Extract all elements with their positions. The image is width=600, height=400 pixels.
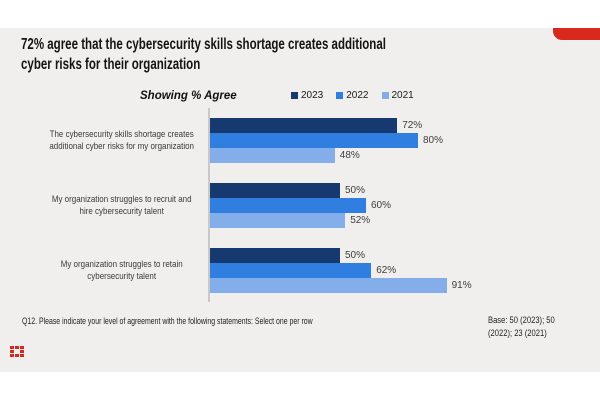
bar-2021 — [210, 148, 335, 163]
category-label-line: The cybersecurity skills shortage create… — [49, 129, 194, 140]
bar-2023 — [210, 248, 340, 263]
chart-legend: 2023 2022 2021 — [291, 90, 414, 101]
category-label-line: additional cyber risks for my organizati… — [49, 140, 194, 152]
legend-label: 2021 — [391, 90, 414, 101]
bar-value-label: 72% — [402, 120, 423, 131]
bar-value-label: 50% — [345, 250, 366, 261]
bar-group: My organization struggles to retain cyber… — [0, 248, 600, 293]
base-note: Base: 50 (2023); 50 (2022); 23 (2021) — [488, 315, 571, 340]
title-line-2: cyber risks for their organization — [21, 56, 201, 73]
logo-pixel — [20, 354, 24, 357]
legend-swatch-2022 — [336, 92, 344, 99]
bar-value-label: 60% — [371, 200, 392, 211]
title-line-1: 72% agree that the cybersecurity skills … — [21, 36, 386, 53]
bar-value-label: 62% — [376, 265, 397, 276]
base-note-line-2: (2022); 23 (2021) — [488, 327, 547, 339]
logo-pixel — [20, 350, 24, 353]
bar-value-label: 80% — [423, 135, 444, 146]
bar-value-label: 52% — [350, 215, 371, 226]
base-note-line-1: Base: 50 (2023); 50 — [488, 315, 555, 326]
bar-2022 — [210, 198, 366, 213]
category-label-line: cybersecurity talent — [87, 270, 157, 282]
legend-swatch-2023 — [291, 92, 298, 99]
category-label-line: hire cybersecurity talent — [79, 205, 164, 217]
bar-2023 — [210, 118, 398, 133]
legend-item-2023: 2023 — [291, 90, 323, 101]
bar-2023 — [210, 183, 340, 198]
brand-logo-icon — [10, 346, 24, 357]
logo-pixel-blank — [15, 350, 19, 353]
logo-pixel — [20, 346, 24, 349]
y-axis-line — [208, 108, 210, 302]
slide-title: 72% agree that the cybersecurity skills … — [21, 35, 528, 75]
logo-pixel — [10, 354, 14, 357]
legend-swatch-2021 — [381, 92, 389, 99]
category-label-line: My organization struggles to retain — [60, 259, 183, 270]
bar-2021 — [210, 278, 447, 293]
logo-pixel — [10, 346, 14, 349]
footer-question: Q12. Please indicate your level of agree… — [22, 316, 313, 327]
bar-group: My organization struggles to recruit and… — [0, 183, 600, 228]
bar-2021 — [210, 213, 346, 228]
legend-label: 2023 — [301, 90, 324, 101]
bar-value-label: 50% — [345, 185, 366, 196]
legend-item-2022: 2022 — [336, 90, 369, 101]
bar-2022 — [210, 133, 418, 148]
chart-subtitle: Showing % Agree — [140, 90, 237, 102]
bar-value-label: 91% — [451, 280, 472, 291]
legend-label: 2022 — [346, 90, 369, 101]
slide: 72% agree that the cybersecurity skills … — [0, 28, 600, 372]
red-accent-tab — [553, 28, 600, 40]
logo-pixel — [15, 346, 19, 349]
category-label: The cybersecurity skills shortage create… — [39, 118, 204, 163]
bar-group: The cybersecurity skills shortage create… — [0, 118, 600, 163]
logo-pixel — [10, 350, 14, 353]
category-label-line: My organization struggles to recruit and — [51, 194, 192, 205]
bar-value-label: 48% — [339, 150, 360, 161]
bar-2022 — [210, 263, 372, 278]
logo-pixel — [15, 354, 19, 357]
category-label: My organization struggles to recruit and… — [39, 183, 204, 228]
category-label: My organization struggles to retain cyber… — [39, 248, 204, 293]
legend-item-2021: 2021 — [381, 90, 414, 101]
